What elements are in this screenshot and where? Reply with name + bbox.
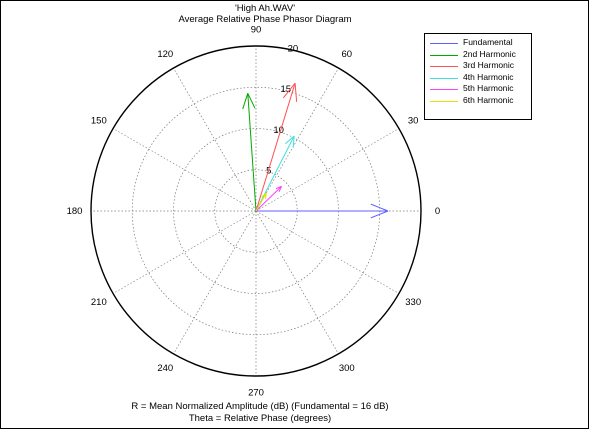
phasor-4 [255, 135, 295, 212]
legend-item: 3rd Harmonic [425, 60, 531, 72]
angle-gridline-120 [173, 67, 257, 212]
legend-label: 6th Harmonic [463, 94, 514, 105]
phasor-head-4-1 [292, 135, 295, 148]
legend-item: 6th Harmonic [425, 95, 531, 107]
phasor-head-1-1 [370, 210, 389, 219]
legend-item: 4th Harmonic [425, 72, 531, 84]
legend-item: 5th Harmonic [425, 83, 531, 95]
legend-item: 2nd Harmonic [425, 49, 531, 61]
legend: Fundamental 2nd Harmonic 3rd Harmonic 4th H… [424, 33, 532, 120]
angle-tick-label-30: 30 [408, 115, 419, 126]
outer-circle [90, 45, 422, 377]
phasor-head-3-1 [294, 83, 298, 102]
angle-tick-label-330: 330 [405, 297, 421, 308]
phasor-head-5-2 [275, 185, 282, 190]
legend-label: 4th Harmonic [463, 71, 514, 82]
phasor-head-2-1 [247, 93, 256, 109]
angle-tick-label-120: 120 [157, 49, 173, 60]
legend-swatch [430, 66, 458, 67]
angle-tick-label-0: 0 [435, 206, 440, 217]
angle-gridline-240 [173, 210, 257, 355]
legend-swatch [430, 43, 458, 44]
angle-tick-label-210: 210 [91, 297, 107, 308]
angle-gridline-60 [255, 67, 339, 212]
legend-swatch [430, 77, 458, 79]
angle-tick-label-60: 60 [341, 49, 352, 60]
legend-item: Fundamental [425, 37, 531, 49]
angle-tick-label-300: 300 [339, 363, 355, 374]
radial-tick-label-5: 5 [266, 165, 271, 176]
legend-label: 3rd Harmonic [463, 60, 515, 70]
angle-tick-label-240: 240 [157, 363, 173, 374]
phasor-head-6-1 [264, 193, 267, 200]
radial-tick-label-15: 15 [280, 84, 291, 95]
angle-gridline-30 [255, 128, 400, 212]
phasor-head-2-2 [242, 93, 249, 110]
radial-tick-label-20: 20 [288, 44, 299, 55]
y-axis-label: Theta = Relative Phase (degrees) [188, 413, 332, 424]
phasor-head-4-2 [285, 135, 295, 145]
angle-tick-label-270: 270 [248, 388, 264, 399]
x-axis-label: R = Mean Normalized Amplitude (dB) (Fund… [131, 401, 389, 412]
angle-tick-label-150: 150 [91, 115, 107, 126]
phasor-head-5-1 [278, 186, 282, 193]
phasor-3 [255, 83, 296, 212]
angle-gridline-300 [255, 210, 339, 355]
legend-label: 2nd Harmonic [463, 48, 516, 59]
legend-swatch [430, 54, 458, 56]
chart-title: 'High Ah.WAV' [234, 3, 296, 14]
phasor-head-1-2 [370, 203, 389, 212]
phasor-6 [255, 192, 267, 212]
legend-swatch [430, 89, 458, 90]
phasor-5 [255, 185, 282, 212]
radial-tick-label-10: 10 [273, 125, 284, 136]
phasor-2 [247, 93, 257, 212]
chart-subtitle: Average Relative Phase Phasor Diagram [178, 14, 352, 25]
angle-gridline-330 [255, 210, 400, 294]
phasor-head-3-2 [282, 82, 296, 99]
angle-tick-label-90: 90 [251, 25, 262, 36]
angle-gridline-210 [112, 210, 257, 294]
legend-label: 5th Harmonic [463, 83, 514, 93]
phasor-head-6-2 [261, 192, 267, 198]
legend-label: Fundamental [463, 37, 513, 47]
angle-gridline-150 [112, 128, 257, 212]
legend-swatch [430, 100, 458, 102]
angle-tick-label-180: 180 [67, 206, 83, 217]
